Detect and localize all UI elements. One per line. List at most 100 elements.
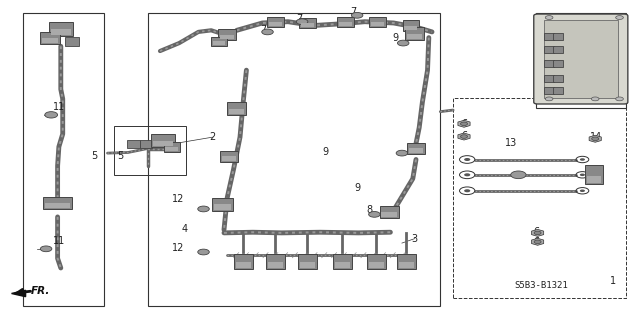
Bar (218, 29, 236, 40)
Bar (536, 13, 626, 108)
Circle shape (369, 211, 380, 217)
Bar (397, 254, 416, 269)
Bar (212, 41, 225, 45)
Bar (51, 29, 71, 35)
Bar (405, 27, 424, 40)
Text: 14: 14 (590, 131, 603, 142)
Bar (236, 262, 251, 268)
Text: 9: 9 (392, 33, 399, 43)
Bar (165, 147, 178, 151)
Circle shape (40, 246, 52, 252)
Bar (127, 139, 140, 147)
Text: 5: 5 (92, 151, 98, 161)
Text: 7: 7 (260, 25, 267, 35)
Bar (337, 17, 354, 27)
Circle shape (616, 97, 623, 101)
Bar (212, 198, 233, 211)
Text: 5: 5 (117, 151, 124, 161)
Bar (214, 204, 231, 210)
Bar (148, 13, 440, 306)
Circle shape (464, 173, 470, 176)
Bar (553, 87, 563, 94)
Circle shape (592, 137, 599, 141)
Bar (301, 23, 314, 27)
Bar (544, 33, 554, 40)
Bar (45, 203, 70, 208)
Text: 12: 12 (172, 194, 184, 204)
Text: 1: 1 (610, 276, 616, 286)
Bar (587, 176, 601, 183)
Bar (544, 75, 554, 82)
Text: 4: 4 (181, 224, 188, 234)
Bar (553, 75, 563, 82)
Bar (299, 18, 316, 28)
Text: 12: 12 (172, 243, 184, 253)
Bar (407, 143, 425, 154)
Text: 10: 10 (591, 170, 604, 180)
Circle shape (45, 112, 58, 118)
Bar (544, 60, 554, 67)
Bar (211, 37, 227, 46)
Bar (544, 20, 618, 98)
Circle shape (461, 122, 467, 126)
Bar (381, 212, 397, 217)
Circle shape (396, 150, 408, 156)
Bar (153, 141, 173, 146)
Bar (40, 32, 60, 44)
Bar (544, 46, 554, 53)
Bar (369, 262, 384, 268)
Text: 2: 2 (209, 132, 216, 142)
Bar (220, 34, 234, 39)
Text: 13: 13 (504, 138, 517, 148)
Text: 11: 11 (52, 102, 65, 112)
Circle shape (461, 135, 467, 138)
Bar (234, 254, 253, 269)
Bar (380, 206, 399, 218)
Bar (369, 17, 386, 27)
Bar (65, 37, 79, 46)
Circle shape (464, 189, 470, 192)
Bar (585, 165, 603, 184)
Circle shape (580, 158, 585, 161)
Circle shape (534, 240, 541, 244)
Bar (23, 13, 104, 306)
Text: S5B3-B1321: S5B3-B1321 (514, 281, 568, 290)
Bar (114, 126, 186, 175)
Bar (49, 21, 73, 36)
Bar (140, 139, 152, 147)
Bar (220, 151, 238, 162)
Circle shape (580, 189, 585, 192)
Circle shape (351, 12, 363, 18)
Circle shape (616, 16, 623, 19)
Bar (553, 60, 563, 67)
Bar (267, 17, 284, 27)
Bar (453, 98, 626, 298)
Text: 8: 8 (367, 205, 373, 215)
Circle shape (397, 40, 409, 46)
Bar (335, 262, 350, 268)
Text: 6: 6 (461, 119, 467, 129)
Bar (266, 254, 285, 269)
Bar (227, 102, 246, 115)
Bar (44, 197, 72, 209)
Circle shape (262, 29, 273, 35)
Bar (164, 142, 180, 152)
Circle shape (580, 174, 585, 176)
Bar (544, 87, 554, 94)
Text: 6: 6 (461, 130, 467, 141)
Text: 9: 9 (322, 146, 328, 157)
Circle shape (591, 97, 599, 101)
Circle shape (511, 171, 526, 179)
Text: FR.: FR. (31, 286, 50, 296)
Text: 7: 7 (350, 7, 356, 17)
Circle shape (464, 158, 470, 161)
Bar (269, 22, 282, 26)
Text: 9: 9 (354, 182, 360, 193)
Bar (333, 254, 352, 269)
Bar (298, 254, 317, 269)
Polygon shape (12, 290, 26, 297)
FancyBboxPatch shape (534, 14, 628, 104)
Bar (268, 262, 283, 268)
Circle shape (545, 16, 553, 19)
Text: 6: 6 (533, 227, 540, 237)
